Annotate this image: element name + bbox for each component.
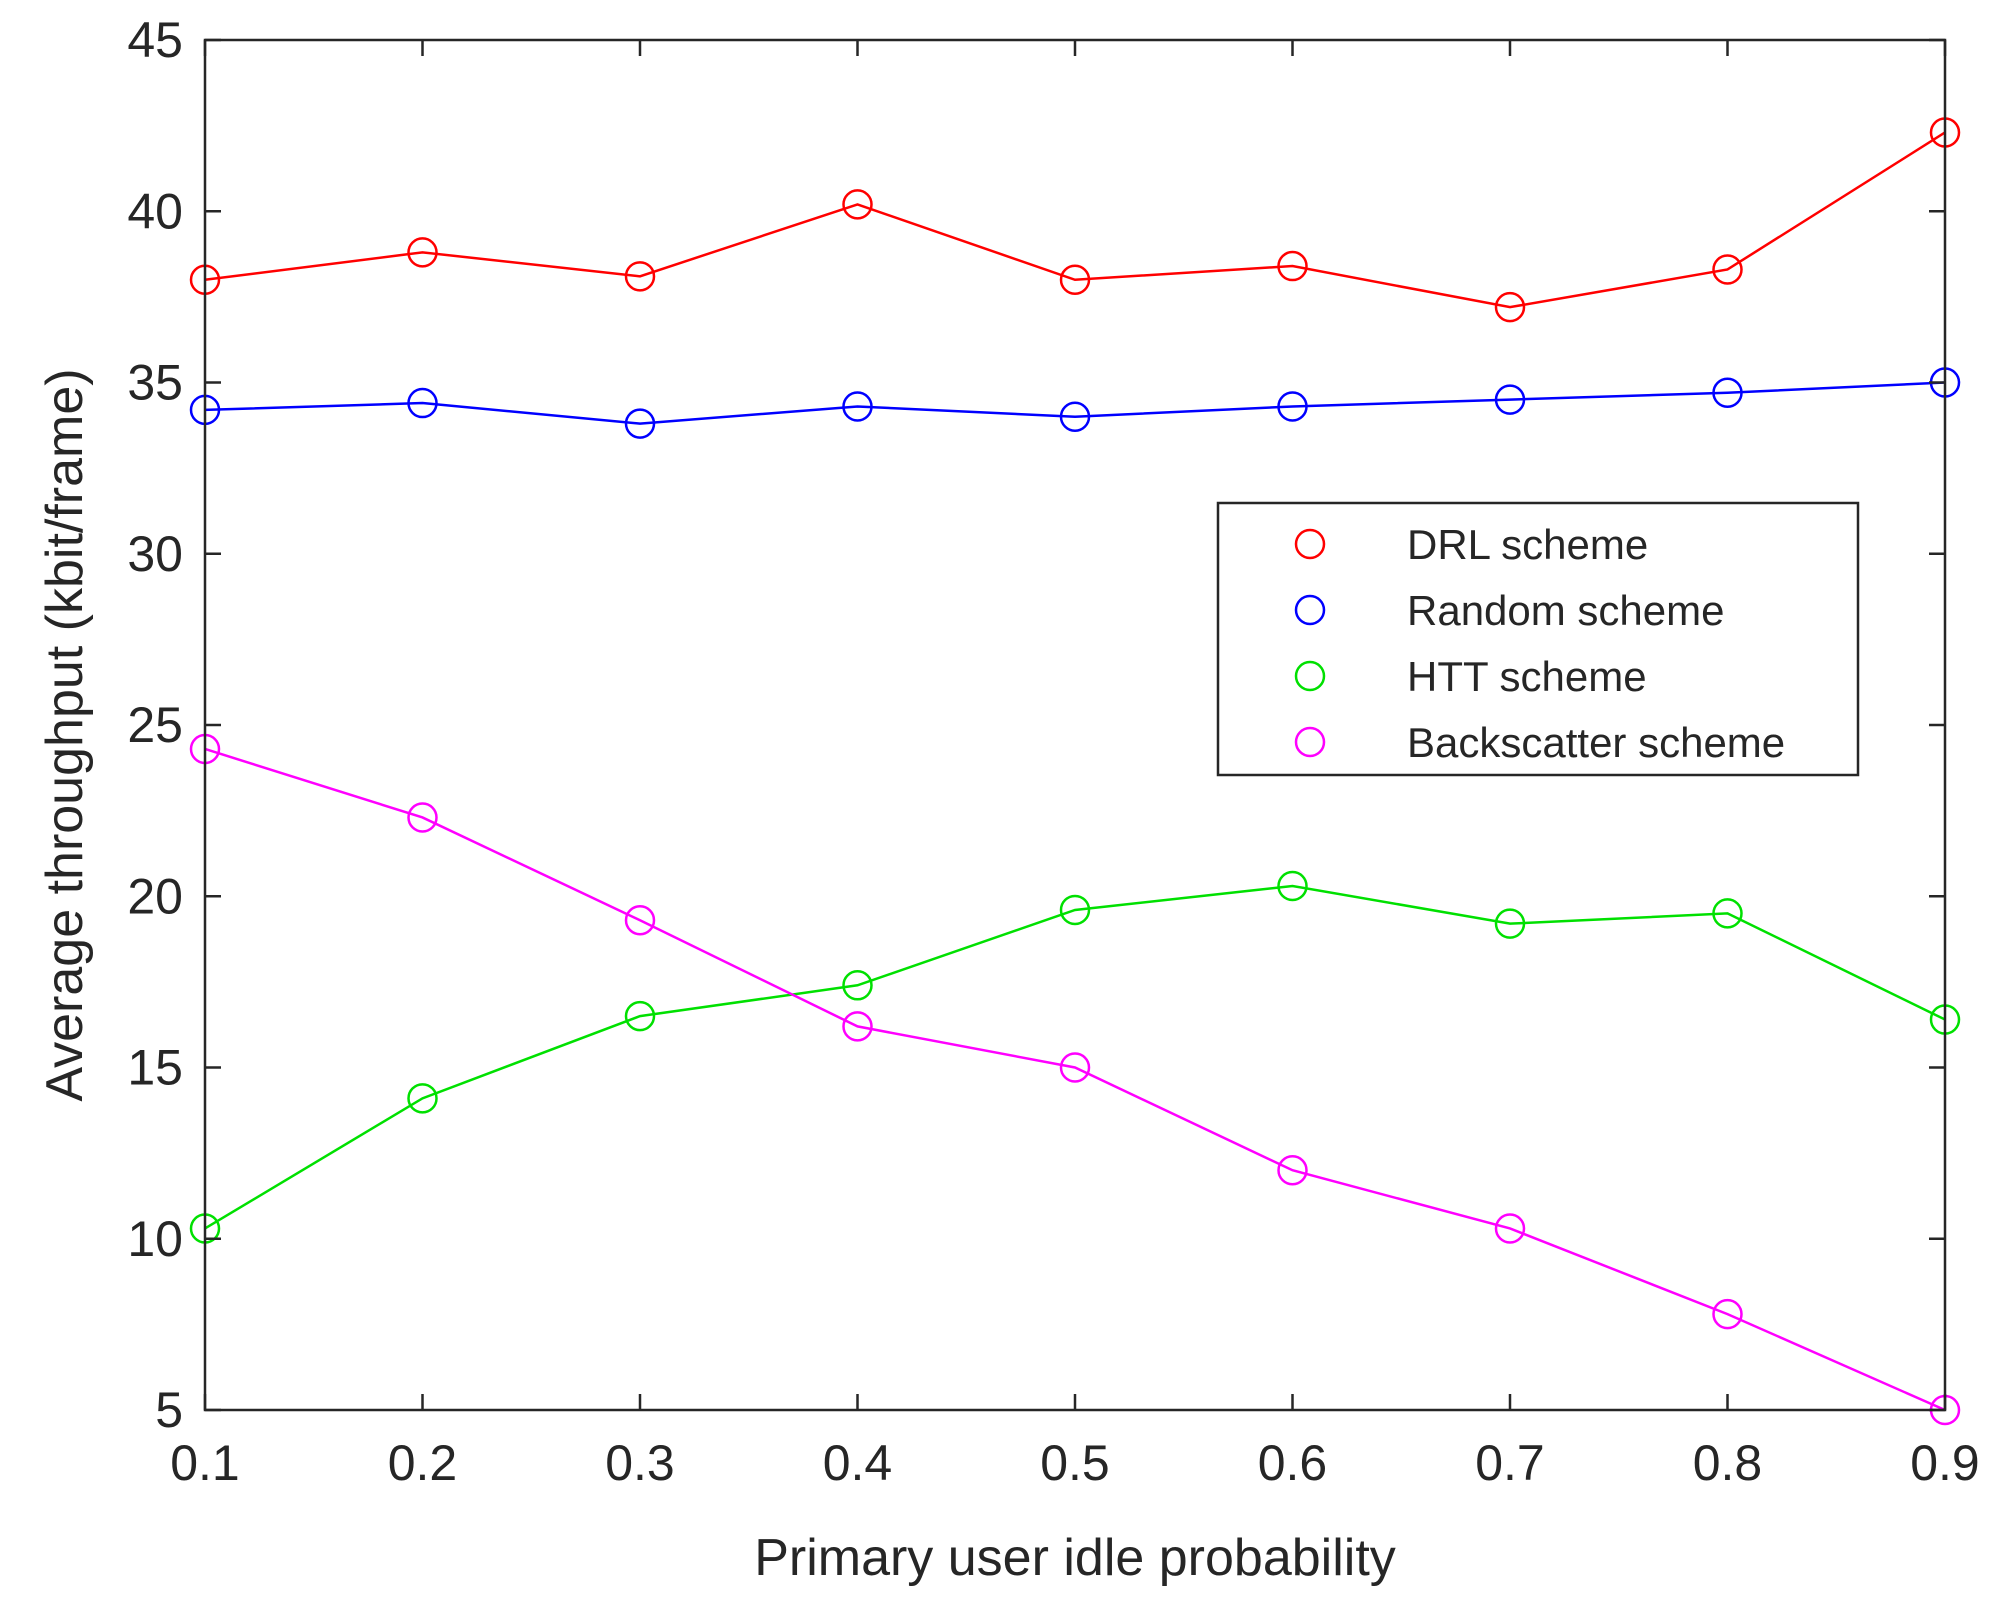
series-line (204, 381, 1946, 425)
data-point (1059, 894, 1091, 926)
x-tick-label: 0.8 (1693, 1435, 1763, 1491)
series-random-scheme (189, 367, 1961, 439)
y-tick-label: 45 (127, 12, 183, 68)
data-point (1712, 254, 1743, 285)
x-tick-label: 0.6 (1258, 1435, 1328, 1491)
data-point (1494, 908, 1526, 939)
y-axis-title: Average throughput (kbit/frame) (36, 368, 94, 1101)
y-tick-labels: 5 10 15 20 25 30 35 40 45 (127, 12, 183, 1438)
series-line (204, 747, 1946, 1412)
data-point (407, 387, 438, 419)
legend-box (1216, 501, 1860, 777)
legend-marker (1294, 726, 1326, 758)
data-point (1277, 391, 1308, 422)
x-tick-label: 0.7 (1475, 1435, 1545, 1491)
series-drl-scheme (189, 117, 1961, 323)
series-line (204, 131, 1946, 309)
data-point (624, 261, 656, 292)
y-tick-label: 40 (127, 183, 183, 239)
data-point (1712, 377, 1743, 409)
data-point (1494, 384, 1526, 415)
data-point (1494, 291, 1526, 323)
data-point (842, 391, 873, 422)
data-point (1277, 1155, 1308, 1186)
legend: DRL scheme Random scheme HTT scheme Backsca… (1216, 501, 1860, 777)
y-tick-label: 20 (127, 868, 183, 924)
data-point (407, 1083, 438, 1114)
y-tick-label: 30 (127, 526, 183, 582)
x-tick-label: 0.4 (823, 1435, 893, 1491)
x-tick-label: 0.1 (170, 1435, 240, 1491)
data-point (624, 904, 656, 936)
data-point (407, 237, 438, 268)
series-line (204, 884, 1946, 1230)
data-point (1059, 401, 1091, 432)
data-point (842, 1011, 873, 1042)
data-point (1059, 1052, 1091, 1083)
y-tick-label: 15 (127, 1040, 183, 1096)
series-htt-scheme (189, 870, 1961, 1244)
legend-marker (1294, 528, 1326, 560)
legend-marker (1294, 660, 1326, 692)
y-tick-label: 25 (127, 697, 183, 753)
legend-marker (1294, 594, 1326, 626)
tick-marks (203, 38, 1947, 1412)
data-point (1277, 250, 1308, 282)
data-point (1059, 264, 1091, 295)
x-tick-label: 0.2 (388, 1435, 458, 1491)
data-point (624, 1000, 656, 1032)
y-tick-label: 5 (155, 1382, 183, 1438)
x-tick-label: 0.9 (1910, 1435, 1980, 1491)
series-backscatter-scheme (189, 733, 1961, 1426)
legend-label: HTT scheme (1407, 653, 1647, 700)
data-point (842, 970, 873, 1001)
x-tick-labels: 0.1 0.2 0.3 0.4 0.5 0.6 0.7 0.8 0.9 (170, 1435, 1980, 1491)
legend-label: DRL scheme (1407, 521, 1648, 568)
x-tick-label: 0.3 (605, 1435, 675, 1491)
data-point (1712, 898, 1743, 929)
y-tick-label: 10 (127, 1211, 183, 1267)
data-point (842, 189, 873, 220)
legend-label: Backscatter scheme (1407, 719, 1785, 766)
y-tick-label: 35 (127, 355, 183, 411)
data-point (407, 802, 438, 833)
data-point (624, 408, 656, 439)
x-tick-label: 0.5 (1040, 1435, 1110, 1491)
data-point (1712, 1298, 1743, 1330)
data-point (1494, 1213, 1526, 1244)
data-point (1277, 870, 1308, 902)
x-axis-title: Primary user idle probability (754, 1529, 1396, 1587)
legend-label: Random scheme (1407, 587, 1724, 634)
